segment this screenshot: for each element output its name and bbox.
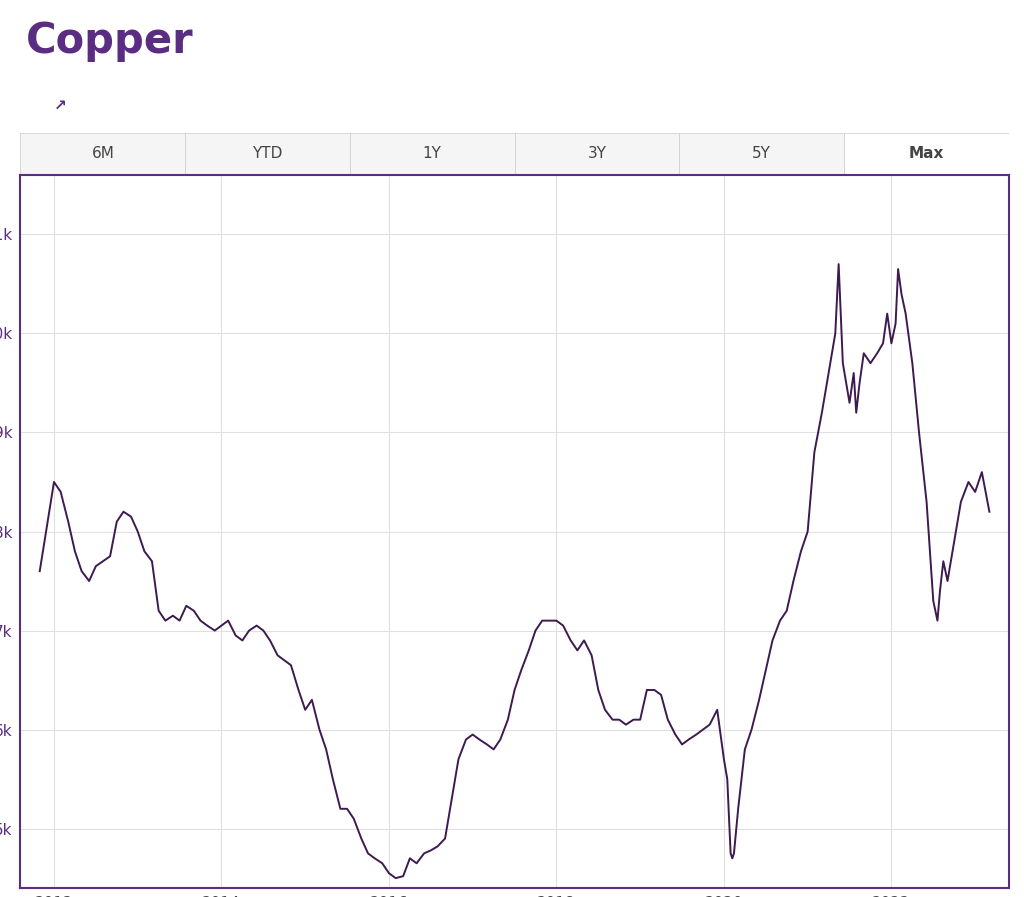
Bar bbox=[350, 133, 515, 175]
Text: Max: Max bbox=[908, 146, 944, 161]
Bar bbox=[844, 133, 1009, 175]
Text: YTD: YTD bbox=[252, 146, 283, 161]
Bar bbox=[20, 133, 185, 175]
Bar bbox=[679, 133, 844, 175]
Text: ↗: ↗ bbox=[54, 98, 67, 113]
Bar bbox=[29, 86, 92, 126]
Text: 6M: 6M bbox=[91, 146, 115, 161]
Text: 5Y: 5Y bbox=[753, 146, 771, 161]
Bar bbox=[185, 133, 350, 175]
Text: Copper: Copper bbox=[26, 21, 194, 62]
Text: Copper LME Primary 3 Month ($): Copper LME Primary 3 Month ($) bbox=[369, 97, 699, 115]
Bar bbox=[514, 133, 679, 175]
Text: 1Y: 1Y bbox=[423, 146, 441, 161]
Text: 3Y: 3Y bbox=[588, 146, 606, 161]
